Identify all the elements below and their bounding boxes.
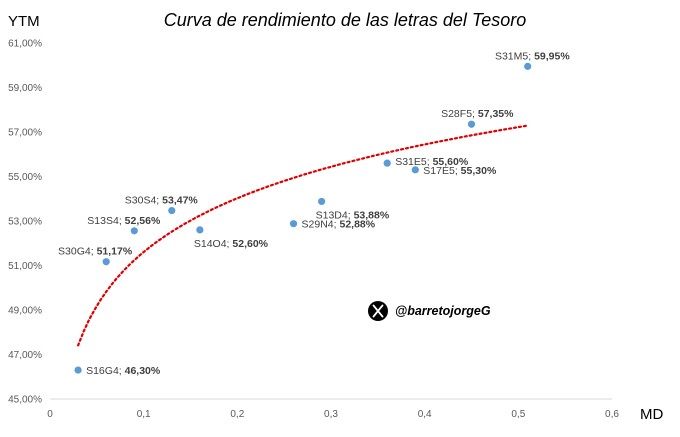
point-label-value: 52,56% [125,215,161,227]
x-axis-label: MD [640,406,663,423]
trendline-group [77,124,529,347]
point-label-value: 55,60% [433,156,469,168]
data-point [74,366,82,374]
point-label-name: S30G4; [58,246,97,258]
point-label-name: S28F5; [441,108,478,120]
x-logo-glyph [372,304,384,318]
point-label: S28F5; 57,35% [441,108,514,120]
point-label: S16G4; 46,30% [86,365,161,377]
point-label-name: S13D4; [316,209,354,221]
data-point [196,226,204,234]
y-tick-label: 45,00% [8,395,42,406]
x-tick-labels: 0 0,1 0,2 0,3 0,4 0,5 0,6 [47,409,619,420]
y-tick-label: 59,00% [8,83,42,94]
data-point [168,206,176,215]
y-axis-label: YTM [8,13,40,30]
point-label-value: 57,35% [478,108,514,120]
y-tick-label: 57,00% [8,128,42,139]
point-label-value: 53,47% [162,195,198,207]
y-tick-labels: 45,00% 47,00% 49,00% 51,00% 53,00% 55,00% 57,0… [8,39,42,406]
chart-title: Curva de rendimiento de las letras del T… [164,10,527,30]
point-label-name: S16G4; [86,365,125,377]
data-point [130,227,138,235]
point-label-value: 53,88% [354,209,390,221]
point-label-name: S31M5; [495,50,534,62]
point-label: S31E5; 55,60% [395,156,469,168]
point-labels: S16G4; 46,30%S30G4; 51,17%S13S4; 52,56%S… [58,50,570,377]
point-label: S30S4; 53,47% [125,195,199,207]
point-label: S17E5; 55,30% [423,165,497,177]
y-tick-label: 61,00% [8,39,42,50]
data-point [467,120,476,128]
x-tick-label: 0 [47,409,53,420]
trendline [77,124,529,347]
point-label: S31M5; 59,95% [495,50,570,62]
y-tick-label: 53,00% [8,217,42,228]
data-point [102,258,110,266]
point-label-value: 46,30% [125,365,161,377]
x-tick-label: 0,2 [230,409,244,420]
x-tick-label: 0,1 [137,409,151,420]
data-point [383,159,391,167]
point-label-name: S17E5; [423,165,460,177]
watermark: @barretojorgeG [368,301,491,321]
data-point [289,220,298,228]
point-label: S13D4; 53,88% [316,209,390,221]
data-point [318,197,326,206]
point-label-name: S31E5; [395,156,432,168]
y-tick-label: 55,00% [8,172,42,183]
point-label-value: 52,60% [232,238,268,250]
point-label-value: 52,88% [339,219,375,231]
watermark-text: @barretojorgeG [395,304,491,318]
point-label-name: S29N4; [302,219,340,231]
x-tick-label: 0,3 [324,409,338,420]
point-label-value: 55,30% [461,165,497,177]
data-points [74,62,532,374]
y-tick-label: 51,00% [8,261,42,272]
x-tick-label: 0,6 [605,409,619,420]
data-point [411,166,419,174]
point-label-value: 59,95% [534,50,570,62]
x-tick-label: 0,4 [418,409,432,420]
x-tick-label: 0,5 [511,409,525,420]
y-tick-label: 49,00% [8,306,42,317]
point-label-name: S14O4; [194,238,233,250]
point-label: S29N4; 52,88% [302,219,376,231]
point-label: S14O4; 52,60% [194,238,269,250]
point-label: S13S4; 52,56% [87,215,161,227]
data-point [524,62,532,70]
point-label: S30G4; 51,17% [58,246,133,258]
point-label-name: S13S4; [87,215,124,227]
point-label-value: 51,17% [97,246,133,258]
y-tick-label: 47,00% [8,350,42,361]
point-label-name: S30S4; [125,195,162,207]
